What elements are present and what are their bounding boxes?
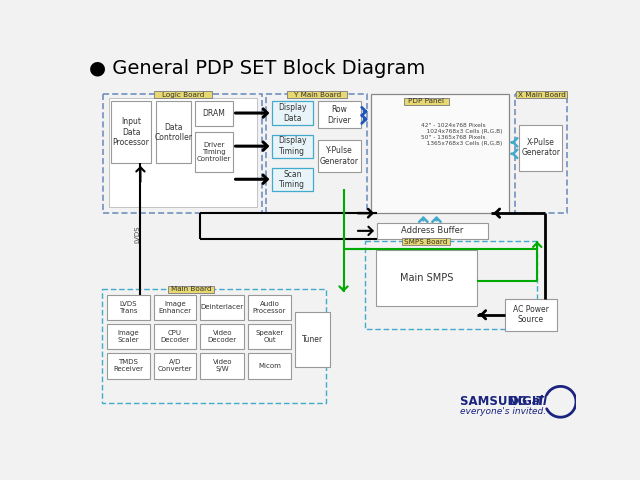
Bar [377, 223, 488, 239]
Bar [195, 101, 233, 126]
Text: LVDS
Trans: LVDS Trans [119, 301, 138, 314]
Text: LVDS: LVDS [134, 226, 140, 243]
Text: Speaker
Out: Speaker Out [255, 330, 284, 343]
Bar [365, 241, 537, 329]
Text: ● General PDP SET Block Diagram: ● General PDP SET Block Diagram [90, 59, 426, 78]
Bar [111, 101, 151, 163]
Text: X Main Board: X Main Board [518, 92, 566, 97]
Text: 42" - 1024x768 Pixels
   1024x768x3 Cells (R,G,B)
50" - 1365x768 Pixels
   1365x: 42" - 1024x768 Pixels 1024x768x3 Cells (… [421, 123, 502, 146]
Text: SMPS Board: SMPS Board [404, 239, 447, 245]
Bar [402, 238, 450, 245]
Bar [515, 94, 568, 213]
Bar [248, 295, 291, 320]
Bar [287, 91, 348, 98]
Text: Micom: Micom [258, 363, 281, 369]
Bar [107, 324, 150, 349]
Bar [154, 353, 196, 379]
Bar [109, 98, 257, 207]
Text: Y Main Board: Y Main Board [294, 92, 340, 97]
Bar [154, 91, 212, 98]
Text: A/D
Converter: A/D Converter [157, 360, 192, 372]
Bar [296, 312, 330, 367]
Text: DRAM: DRAM [203, 109, 225, 118]
Bar [200, 295, 244, 320]
Bar [107, 295, 150, 320]
Bar [272, 101, 312, 125]
Bar [404, 97, 449, 105]
Text: Video
S/W: Video S/W [212, 360, 232, 372]
Text: Data
Controller: Data Controller [154, 122, 193, 142]
Text: Video
Decoder: Video Decoder [207, 330, 237, 343]
Text: all: all [532, 396, 548, 408]
Bar [156, 101, 191, 163]
Text: Logic Board: Logic Board [161, 92, 204, 97]
Bar [272, 134, 312, 158]
Text: Audio
Processor: Audio Processor [253, 301, 286, 314]
Bar [318, 101, 362, 129]
Text: Image
Enhancer: Image Enhancer [158, 301, 191, 314]
Bar [376, 250, 477, 306]
Bar [516, 91, 566, 98]
Bar [248, 353, 291, 379]
Text: Row
Driver: Row Driver [328, 105, 351, 125]
Bar [103, 94, 262, 213]
Text: Scan
Timing: Scan Timing [279, 169, 305, 189]
Text: Main SMPS: Main SMPS [400, 273, 453, 283]
Text: Y-Pulse
Generator: Y-Pulse Generator [320, 146, 359, 166]
Text: Image
Scaler: Image Scaler [118, 330, 140, 343]
Text: Display
Data: Display Data [278, 103, 307, 123]
Bar [371, 94, 509, 213]
Bar [318, 140, 362, 172]
Bar [102, 288, 326, 403]
Bar [272, 168, 312, 191]
Text: Driver
Timing
Controller: Driver Timing Controller [197, 142, 231, 162]
Text: Display
Timing: Display Timing [278, 136, 307, 156]
Text: X-Pulse
Generator: X-Pulse Generator [521, 138, 560, 157]
Text: CPU
Decoder: CPU Decoder [161, 330, 189, 343]
Text: Deinterlacer: Deinterlacer [201, 304, 244, 311]
Bar [520, 125, 562, 171]
Text: AC Power
Source: AC Power Source [513, 305, 549, 324]
Bar [266, 94, 367, 213]
Bar [200, 324, 244, 349]
Bar [200, 353, 244, 379]
Text: Address Buffer: Address Buffer [401, 227, 463, 235]
Bar [154, 324, 196, 349]
Bar [248, 324, 291, 349]
Bar [505, 299, 557, 331]
Text: Main Board: Main Board [170, 287, 211, 292]
Bar [195, 132, 233, 171]
Text: Tuner: Tuner [302, 335, 323, 344]
Bar [168, 286, 214, 293]
Text: everyone's invited.: everyone's invited. [460, 408, 546, 416]
Text: TMDS
Receiver: TMDS Receiver [113, 360, 143, 372]
Bar [154, 295, 196, 320]
Text: SAMSUNG: SAMSUNG [460, 396, 531, 408]
Text: Input
Data
Processor: Input Data Processor [113, 118, 150, 147]
Bar [107, 353, 150, 379]
Text: DIGIT: DIGIT [509, 396, 545, 408]
Text: PDP Panel: PDP Panel [408, 98, 444, 105]
